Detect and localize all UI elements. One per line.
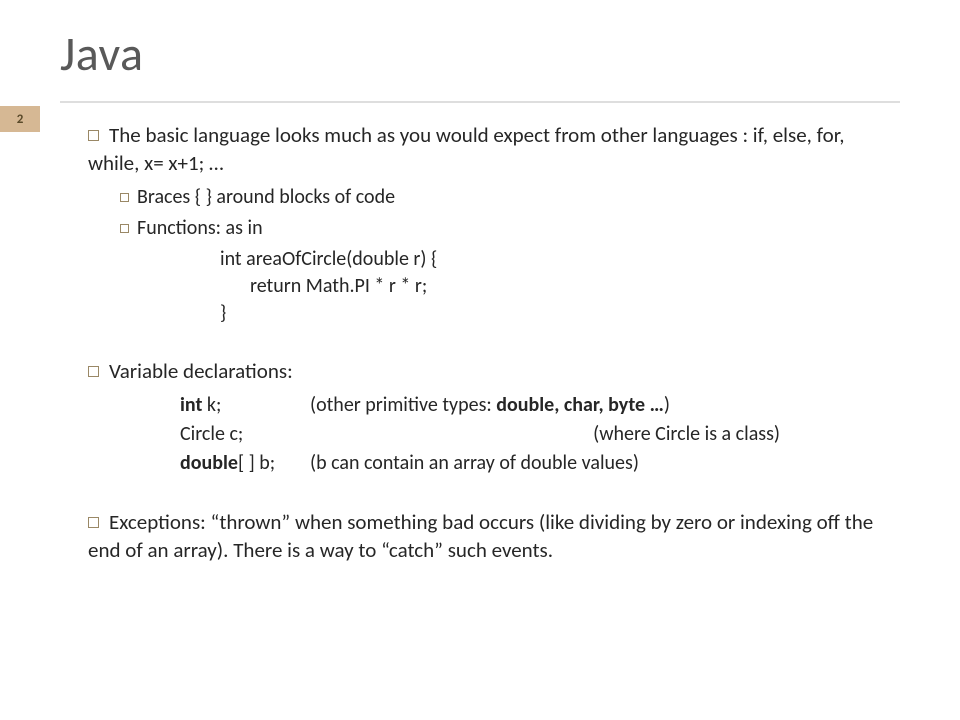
square-bullet-icon [120, 193, 129, 202]
decl-row: double[ ] b; (b can contain an array of … [180, 449, 900, 478]
bullet-basic-language: The basic language looks much as you wou… [88, 121, 900, 178]
decl-left: double[ ] b; [180, 449, 310, 478]
declarations-block: int k; (other primitive types: double, c… [180, 391, 900, 478]
bullet-text: The basic language looks much as you wou… [88, 122, 844, 176]
bullet-variable-declarations: Variable declarations: [88, 357, 900, 385]
bullet-text: Exceptions: “thrown” when something bad … [88, 509, 873, 563]
decl-right: (where Circle is a class) [310, 420, 900, 449]
bullet-text: Braces { } around blocks of code [137, 185, 395, 209]
bullet-exceptions: Exceptions: “thrown” when something bad … [88, 508, 900, 565]
square-bullet-icon [88, 517, 99, 528]
decl-right: (other primitive types: double, char, by… [310, 391, 900, 420]
bullet-text: Variable declarations: [109, 358, 293, 384]
square-bullet-icon [88, 366, 99, 377]
page-number-badge: 2 [0, 106, 40, 132]
slide: Java 2 The basic language looks much as … [0, 0, 960, 720]
divider [60, 101, 900, 103]
square-bullet-icon [120, 224, 129, 233]
slide-title: Java [60, 24, 900, 83]
code-line: } [220, 300, 900, 327]
bullet-text: Functions: as in [137, 216, 263, 240]
decl-row: int k; (other primitive types: double, c… [180, 391, 900, 420]
decl-right: (b can contain an array of double values… [310, 449, 900, 478]
decl-left: Circle c; [180, 420, 310, 449]
code-line: int areaOfCircle(double r) { [220, 246, 900, 273]
sub-bullet-functions: Functions: as in [120, 215, 900, 242]
decl-row: Circle c; (where Circle is a class) [180, 420, 900, 449]
code-line: return Math.PI * r * r; [250, 273, 900, 300]
slide-body: The basic language looks much as you wou… [60, 121, 900, 565]
decl-left: int k; [180, 391, 310, 420]
sub-bullet-braces: Braces { } around blocks of code [120, 184, 900, 211]
square-bullet-icon [88, 130, 99, 141]
